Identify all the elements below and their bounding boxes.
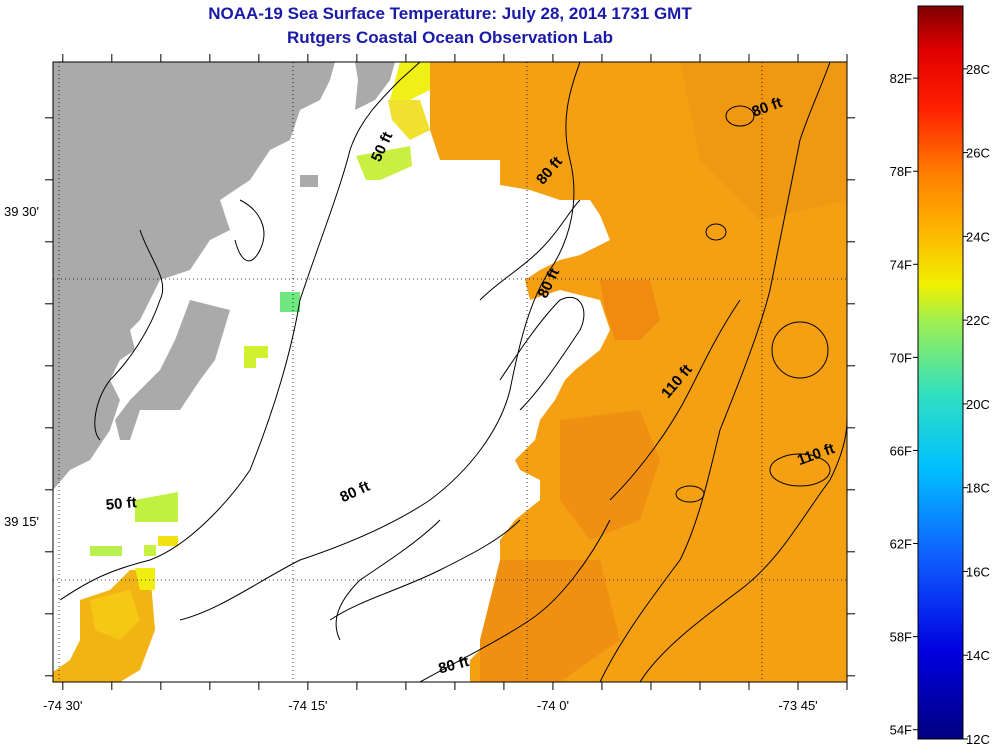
- contour-50ft: [59, 62, 421, 601]
- celsius-label: 24C: [966, 229, 990, 244]
- warm-water-region: [430, 62, 847, 682]
- warmer-patch: [560, 410, 660, 540]
- fahrenheit-label: 58F: [890, 630, 912, 645]
- coastline-detail: [94, 229, 164, 441]
- celsius-label: 28C: [966, 62, 990, 77]
- map-frame: [52, 61, 848, 683]
- contour-110ft: [639, 419, 847, 682]
- contour-80ft-east: [599, 62, 831, 682]
- warmer-patch: [680, 62, 847, 220]
- x-tick-label: -74 30': [43, 698, 82, 713]
- x-tick-label: -73 45': [778, 698, 817, 713]
- map-subtitle: Rutgers Coastal Ocean Observation Lab: [287, 28, 613, 47]
- coastline-detail: [499, 296, 585, 411]
- fahrenheit-label: 62F: [890, 537, 912, 552]
- contour-ring: [771, 321, 829, 379]
- yellow-patch: [158, 536, 178, 546]
- green-patch: [280, 292, 300, 312]
- x-tick-label: -74 0': [537, 698, 569, 713]
- colorbar-labels: 28C 26C 24C 22C 20C 18C 16C 14C 12C 82F 78F 74F 70F 6…: [890, 62, 990, 747]
- fahrenheit-label: 82F: [890, 71, 912, 86]
- coastline-detail: [234, 199, 265, 262]
- contour-80ft: [179, 62, 581, 621]
- celsius-label: 14C: [966, 648, 990, 663]
- map-axes: -74 30' -74 15' -74 0' -73 45' 39 30' 39 15': [4, 54, 855, 713]
- yellow-patch: [135, 568, 155, 590]
- celsius-label: 12C: [966, 732, 990, 747]
- contour-ring: [769, 453, 831, 487]
- colorbar: [917, 5, 964, 740]
- green-patch: [244, 346, 268, 368]
- celsius-label: 18C: [966, 481, 990, 496]
- land-mass: [300, 175, 318, 187]
- green-patch: [90, 546, 122, 556]
- celsius-label: 16C: [966, 564, 990, 579]
- green-patch: [135, 492, 178, 522]
- contour-shoal: [329, 519, 521, 621]
- contour-ring: [725, 105, 755, 127]
- coastline-detail: [479, 199, 581, 301]
- map-title: NOAA-19 Sea Surface Temperature: July 28…: [208, 4, 692, 23]
- yellow-patch: [388, 100, 430, 140]
- yellow-patch: [390, 62, 430, 100]
- green-patch: [356, 146, 412, 180]
- shelf-water-sw: [90, 590, 140, 640]
- land-mass: [115, 300, 230, 440]
- warmer-patch: [480, 560, 620, 682]
- warmer-patch: [600, 280, 660, 340]
- contour-shoal: [419, 519, 611, 682]
- fahrenheit-label: 78F: [890, 164, 912, 179]
- contour-ring: [675, 485, 705, 503]
- bathymetry-contours: [59, 62, 847, 682]
- land-mass: [53, 62, 335, 490]
- y-tick-label: 39 30': [4, 204, 39, 219]
- x-tick-label: -74 15': [288, 698, 327, 713]
- fahrenheit-label: 70F: [890, 350, 912, 365]
- celsius-label: 26C: [966, 146, 990, 161]
- fahrenheit-label: 74F: [890, 257, 912, 272]
- fahrenheit-label: 54F: [890, 723, 912, 738]
- contour-110ft: [609, 299, 741, 501]
- graticule: [53, 62, 847, 682]
- fahrenheit-label: 66F: [890, 443, 912, 458]
- land-mass: [355, 62, 395, 110]
- contour-label: 50 ft: [105, 494, 137, 514]
- contour-ring: [705, 223, 727, 241]
- y-tick-label: 39 15': [4, 514, 39, 529]
- green-patch: [144, 545, 156, 556]
- celsius-label: 20C: [966, 397, 990, 412]
- coastline-detail: [335, 519, 441, 641]
- celsius-label: 22C: [966, 313, 990, 328]
